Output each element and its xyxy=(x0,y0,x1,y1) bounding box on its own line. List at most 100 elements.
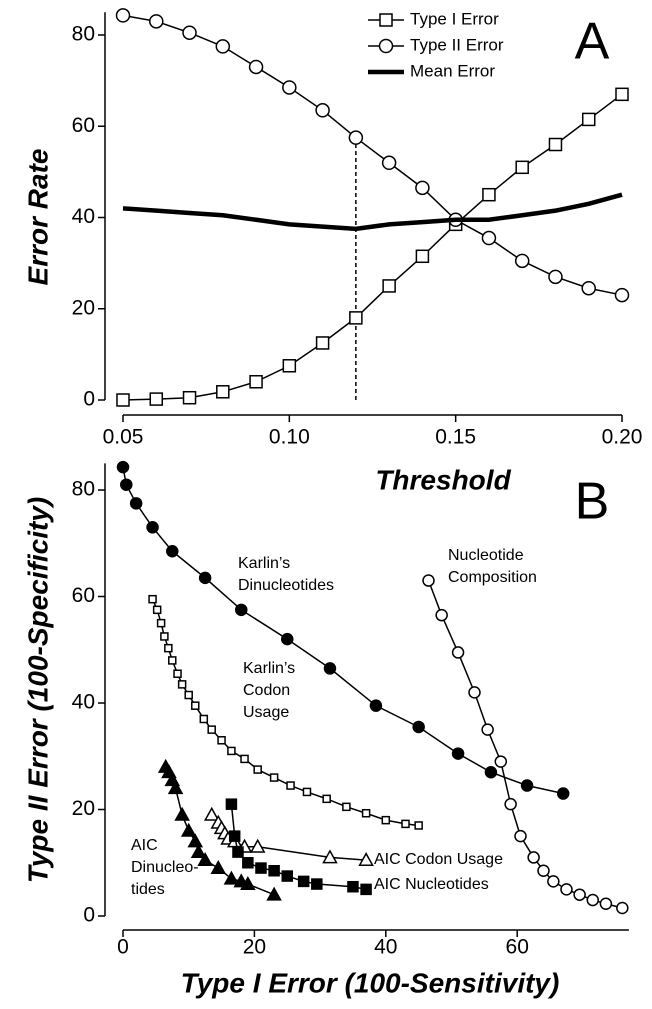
point xyxy=(266,886,282,901)
x-tick-label: 0.20 xyxy=(602,426,643,449)
point xyxy=(167,780,184,795)
point xyxy=(281,870,294,882)
point xyxy=(190,844,207,859)
point xyxy=(177,680,187,689)
y-tick-label: 0 xyxy=(83,904,95,927)
series-label: Codon xyxy=(243,682,290,699)
point xyxy=(216,385,230,399)
y-axis-title: Type II Error (100-Specificity) xyxy=(22,497,53,883)
series-line xyxy=(122,192,623,232)
point xyxy=(494,755,508,768)
point xyxy=(573,888,586,901)
x-tick-label: 20 xyxy=(243,936,266,959)
point xyxy=(149,14,164,29)
point xyxy=(323,662,337,675)
point xyxy=(348,130,364,145)
point xyxy=(249,838,266,853)
series-label: Usage xyxy=(243,704,289,721)
x-tick-label: 60 xyxy=(506,936,529,959)
point xyxy=(581,280,596,296)
point xyxy=(537,864,550,877)
point xyxy=(347,880,359,893)
point xyxy=(152,605,162,615)
series-label: Karlin’s xyxy=(238,555,290,572)
legend-label: Type I Error xyxy=(410,9,499,28)
point xyxy=(481,230,497,246)
point xyxy=(242,857,254,869)
panel-label: A xyxy=(575,13,610,71)
point xyxy=(197,852,213,867)
series-label: AIC xyxy=(131,837,158,854)
series-label: Karlin’s xyxy=(243,660,295,677)
point xyxy=(228,830,241,842)
y-tick-label: 60 xyxy=(72,114,95,137)
point xyxy=(187,833,204,848)
point xyxy=(379,13,393,27)
point xyxy=(282,359,297,373)
x-axis-title: Threshold xyxy=(375,464,511,495)
point xyxy=(616,901,629,915)
y-tick-label: 40 xyxy=(72,691,95,714)
series-line xyxy=(122,466,564,795)
point xyxy=(556,787,570,800)
legend-label: Mean Error xyxy=(410,61,495,80)
point xyxy=(369,699,383,712)
point xyxy=(223,870,240,885)
point xyxy=(615,87,629,102)
point xyxy=(198,571,212,585)
point xyxy=(599,897,613,911)
point xyxy=(191,701,200,710)
point xyxy=(255,862,267,874)
panel-label: B xyxy=(575,473,610,531)
series-label: Dinucleo- xyxy=(131,859,199,876)
y-tick-label: 60 xyxy=(72,584,95,607)
point xyxy=(614,287,630,303)
series-label: tides xyxy=(131,881,165,898)
point xyxy=(548,269,563,285)
point xyxy=(548,137,563,152)
point xyxy=(586,893,600,907)
point xyxy=(514,829,527,843)
y-tick-label: 0 xyxy=(83,388,95,411)
point xyxy=(451,646,465,659)
series-line xyxy=(122,93,623,401)
point xyxy=(515,160,529,175)
y-tick-label: 20 xyxy=(72,296,95,319)
point xyxy=(504,797,517,811)
point xyxy=(182,390,197,405)
point xyxy=(282,80,297,95)
point xyxy=(361,808,371,818)
point xyxy=(240,754,249,764)
point xyxy=(184,690,193,700)
point xyxy=(527,851,540,864)
point xyxy=(227,746,236,756)
y-axis-title: Error Rate xyxy=(22,149,53,286)
point xyxy=(249,375,263,389)
point xyxy=(269,773,279,782)
point xyxy=(160,632,169,641)
point xyxy=(235,603,248,617)
point xyxy=(232,846,244,858)
point xyxy=(520,779,534,792)
point xyxy=(120,478,133,491)
point xyxy=(360,883,372,896)
point xyxy=(358,852,374,867)
series-label: AIC Codon Usage xyxy=(374,851,503,868)
point xyxy=(412,720,425,734)
point xyxy=(240,876,256,891)
y-tick-label: 20 xyxy=(72,797,95,820)
point xyxy=(215,39,231,54)
point xyxy=(174,806,190,821)
point xyxy=(225,798,238,810)
point xyxy=(203,806,220,821)
point xyxy=(547,875,560,888)
point xyxy=(281,632,294,646)
point xyxy=(514,253,530,269)
point xyxy=(415,249,430,264)
point xyxy=(378,38,394,54)
point xyxy=(146,521,159,534)
x-tick-label: 0 xyxy=(117,936,129,959)
point xyxy=(182,25,197,40)
point xyxy=(210,860,227,875)
x-tick-label: 0.05 xyxy=(103,426,144,449)
